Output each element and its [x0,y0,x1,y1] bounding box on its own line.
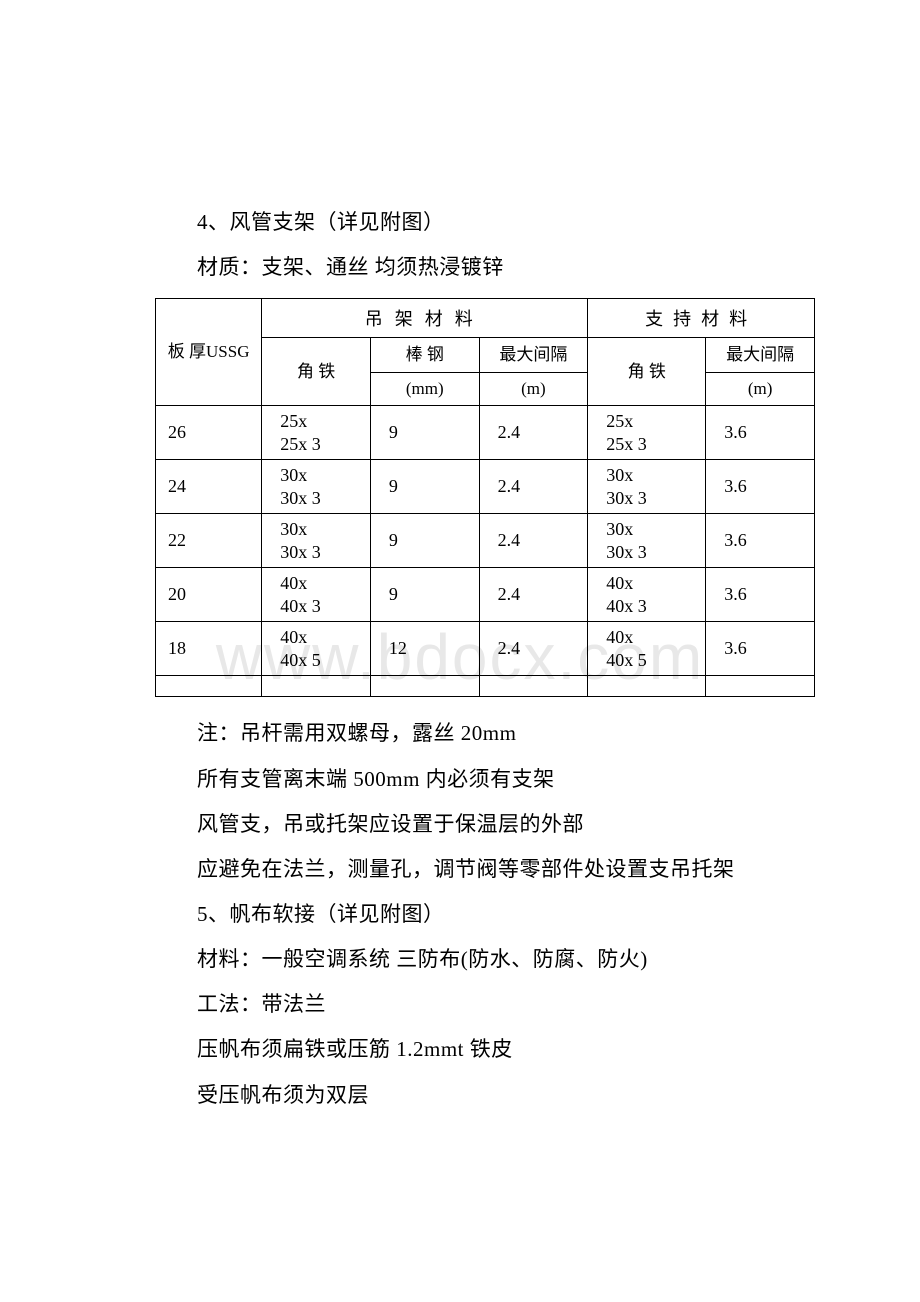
paragraph-material: 材质：支架、通丝 均须热浸镀锌 [155,245,810,290]
cell-thickness: 24 [156,460,262,514]
unit-m-2: (m) [706,373,815,406]
col-angle-1: 角 铁 [262,338,371,406]
cell-thickness: 26 [156,406,262,460]
note-4: 应避免在法兰，测量孔，调节阀等零部件处设置支吊托架 [155,847,810,892]
page-content: 4、风管支架（详见附图） 材质：支架、通丝 均须热浸镀锌 板 厚USSG 吊架材… [0,0,920,1178]
unit-mm: (mm) [370,373,479,406]
cell-angle-2: 40x40x 3 [588,568,706,622]
unit-m-1: (m) [479,373,588,406]
cell-bar: 9 [370,460,479,514]
col-group-support: 支持材料 [588,299,815,338]
cell-gap-2: 3.6 [706,568,815,622]
paragraph-4-title: 4、风管支架（详见附图） [155,200,810,245]
col-angle-2: 角 铁 [588,338,706,406]
cell-bar: 9 [370,568,479,622]
cell-angle-2: 30x30x 3 [588,514,706,568]
cell-angle-2: 40x40x 5 [588,622,706,676]
table-row: 18 40x40x 5 12 2.4 40x40x 5 3.6 [156,622,815,676]
cell-thickness: 20 [156,568,262,622]
cell-gap-2: 3.6 [706,460,815,514]
cell-angle-1: 40x40x 5 [262,622,371,676]
cell-gap-1: 2.4 [479,622,588,676]
cell-angle-1: 30x30x 3 [262,460,371,514]
cell-gap-1: 2.4 [479,514,588,568]
paragraph-8: 压帆布须扁铁或压筋 1.2mmt 铁皮 [155,1027,810,1072]
cell-gap-1: 2.4 [479,568,588,622]
table-header-row-1: 板 厚USSG 吊架材料 支持材料 [156,299,815,338]
cell-gap-1: 2.4 [479,406,588,460]
col-maxgap-1: 最大间隔 [479,338,588,373]
paragraph-5-title: 5、帆布软接（详见附图） [155,892,810,937]
col-group-hanger: 吊架材料 [262,299,588,338]
cell-gap-1: 2.4 [479,460,588,514]
cell-angle-2: 30x30x 3 [588,460,706,514]
cell-angle-2: 25x25x 3 [588,406,706,460]
cell-bar: 9 [370,406,479,460]
paragraph-9: 受压帆布须为双层 [155,1073,810,1118]
cell-bar: 9 [370,514,479,568]
table-row: 22 30x30x 3 9 2.4 30x30x 3 3.6 [156,514,815,568]
cell-bar: 12 [370,622,479,676]
cell-gap-2: 3.6 [706,514,815,568]
note-3: 风管支，吊或托架应设置于保温层的外部 [155,802,810,847]
table-row: 26 25x25x 3 9 2.4 25x25x 3 3.6 [156,406,815,460]
table-row: 20 40x40x 3 9 2.4 40x40x 3 3.6 [156,568,815,622]
col-thickness: 板 厚USSG [156,299,262,406]
cell-angle-1: 40x40x 3 [262,568,371,622]
col-bar: 棒 钢 [370,338,479,373]
cell-gap-2: 3.6 [706,406,815,460]
duct-support-table: 板 厚USSG 吊架材料 支持材料 角 铁 棒 钢 最大间隔 角 铁 最大间隔 … [155,298,815,697]
note-1: 注：吊杆需用双螺母，露丝 20mm [155,711,810,756]
paragraph-method: 工法：带法兰 [155,982,810,1027]
table-row: 24 30x30x 3 9 2.4 30x30x 3 3.6 [156,460,815,514]
cell-angle-1: 30x30x 3 [262,514,371,568]
cell-thickness: 18 [156,622,262,676]
table-row-empty [156,676,815,697]
cell-thickness: 22 [156,514,262,568]
paragraph-material-2: 材料：一般空调系统 三防布(防水、防腐、防火) [155,937,810,982]
note-2: 所有支管离末端 500mm 内必须有支架 [155,757,810,802]
cell-angle-1: 25x25x 3 [262,406,371,460]
cell-gap-2: 3.6 [706,622,815,676]
col-maxgap-2: 最大间隔 [706,338,815,373]
